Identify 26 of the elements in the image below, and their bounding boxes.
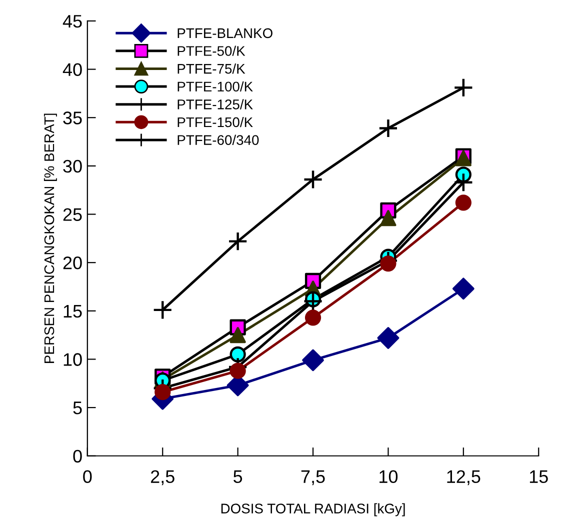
x-tick-label: 7,5 [301,470,325,486]
y-tick-label: 0 [73,450,82,463]
x-tick-label: 12,5 [447,470,480,486]
y-tick-label: 20 [63,256,82,270]
legend-label: PTFE-50/K [178,46,246,56]
y-tick-label: 25 [63,208,82,221]
x-tick-label: 10 [380,470,398,484]
legend-label: PTFE-75/K [178,64,246,74]
legend-label: PTFE-BLANKO [178,28,272,38]
y-tick-label: 35 [63,112,82,124]
y-axis-title: PERSEN PENCANGKOKAN [% BERAT] [44,114,57,363]
legend-label: PTFE-60/340 [178,134,259,145]
x-tick-label: 2,5 [150,470,174,486]
legend-label: PTFE-100/K [178,81,253,92]
x-tick-label: 0 [83,470,92,484]
x-tick-label: 5 [234,470,242,484]
x-tick-label: 15 [530,470,548,484]
y-tick-label: 45 [62,15,82,28]
y-tick-label: 30 [63,160,82,173]
y-tick-label: 10 [64,353,82,366]
y-tick-label: 40 [62,63,82,76]
y-tick-label: 15 [64,305,82,318]
legend-label: PTFE-125/K [178,99,253,110]
legend-label: PTFE-150/K [178,116,253,128]
y-tick-label: 5 [73,402,82,414]
x-axis-title: DOSIS TOTAL RADIASI [kGy] [221,503,405,516]
